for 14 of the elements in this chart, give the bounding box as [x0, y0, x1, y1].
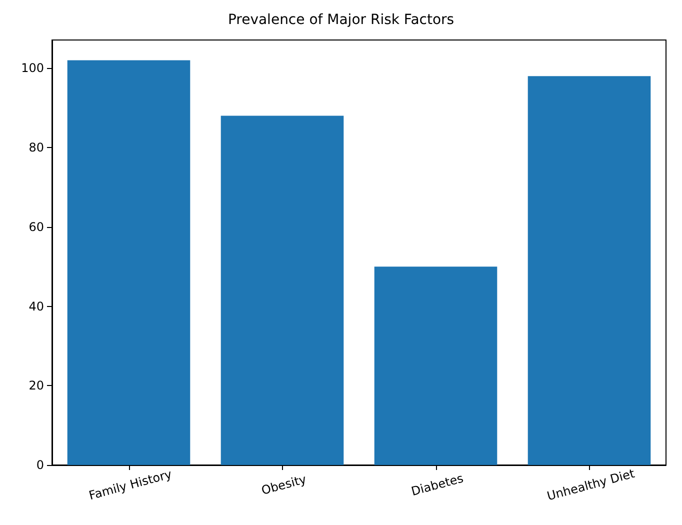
bar: [220, 116, 344, 465]
bar: [67, 60, 190, 465]
y-tick-label: 100: [21, 61, 44, 76]
y-tick-label: 40: [28, 299, 44, 314]
bar: [374, 266, 498, 465]
x-tick-label: Family History: [87, 467, 174, 503]
bar: [528, 76, 651, 465]
y-tick-label: 0: [36, 458, 44, 472]
x-tick-label: Diabetes: [410, 471, 465, 498]
chart-title: Prevalence of Major Risk Factors: [228, 12, 454, 28]
y-tick-label: 80: [28, 140, 44, 155]
x-tick-label: Obesity: [260, 472, 308, 498]
y-tick-label: 20: [28, 378, 44, 393]
y-tick-label: 60: [28, 220, 44, 234]
